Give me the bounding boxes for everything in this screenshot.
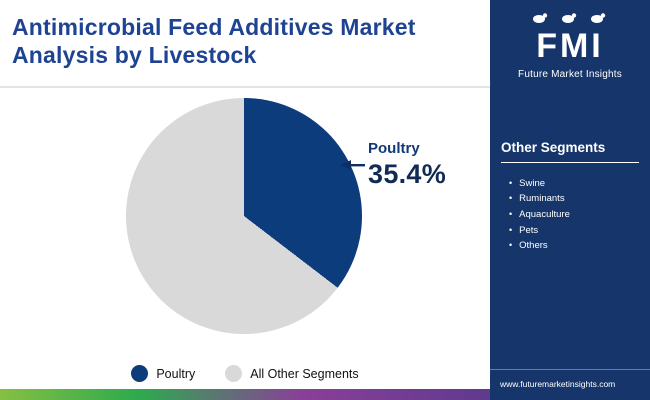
bottom-gradient-strip — [0, 389, 490, 400]
brand-tagline: Future Market Insights — [518, 68, 622, 80]
bullet-icon: • — [509, 177, 513, 188]
bullet-icon: • — [509, 224, 513, 235]
segment-label: Swine — [519, 177, 546, 189]
segment-label: Others — [519, 240, 548, 252]
other-segments-block: Other Segments • Swine • Ruminants • Aqu… — [490, 140, 650, 254]
legend: Poultry All Other Segments — [0, 365, 490, 382]
main-area: Antimicrobial Feed Additives Market Anal… — [0, 0, 490, 400]
website-link[interactable]: www.futuremarketinsights.com — [490, 369, 650, 400]
poultry-callout: Poultry 35.4% — [341, 140, 447, 190]
fmi-logo-text: FMI — [536, 27, 604, 65]
segment-label: Pets — [519, 224, 539, 236]
list-item: • Swine — [509, 176, 639, 192]
callout-label: Poultry — [368, 140, 420, 157]
legend-label: All Other Segments — [250, 366, 359, 381]
callout-value: 35.4% — [368, 159, 447, 189]
pie-chart-area: Poultry 35.4% — [0, 88, 490, 354]
list-item: • Ruminants — [509, 191, 639, 207]
fmi-logo: FMI Future Market Insights — [490, 0, 650, 86]
callout-arrow-icon — [340, 158, 366, 177]
legend-label: Poultry — [156, 366, 196, 381]
header: Antimicrobial Feed Additives Market Anal… — [0, 0, 490, 88]
brand-sidebar: FMI Future Market Insights Other Segment… — [490, 0, 650, 400]
list-item: • Pets — [509, 223, 639, 239]
other-segments-list: • Swine • Ruminants • Aquaculture • Pets… — [501, 176, 639, 254]
list-item: • Aquaculture — [509, 207, 639, 223]
bullet-icon: • — [509, 193, 513, 204]
legend-item-poultry: Poultry — [131, 365, 195, 382]
page-title: Antimicrobial Feed Additives Market Anal… — [12, 14, 416, 69]
list-item: • Others — [509, 238, 639, 254]
segment-label: Aquaculture — [519, 209, 570, 221]
legend-item-other: All Other Segments — [225, 365, 359, 382]
pie-chart — [126, 98, 362, 334]
legend-swatch-other — [225, 365, 243, 382]
legend-swatch-poultry — [131, 365, 149, 382]
bullet-icon: • — [509, 240, 513, 251]
fmi-logo-icons — [527, 11, 613, 28]
bullet-icon: • — [509, 209, 513, 220]
other-segments-heading: Other Segments — [501, 140, 639, 163]
segment-label: Ruminants — [519, 193, 565, 205]
